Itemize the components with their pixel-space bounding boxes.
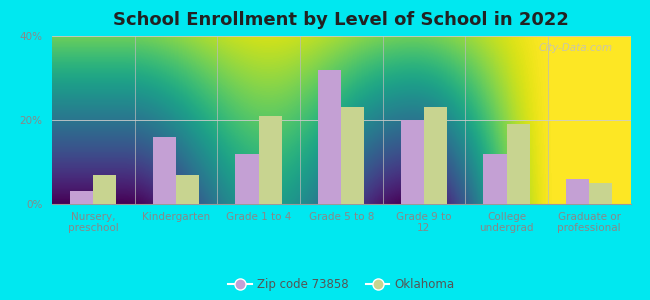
- Bar: [589, 183, 612, 204]
- Text: City-Data.com: City-Data.com: [539, 43, 613, 53]
- Legend: Zip code 73858, Oklahoma: Zip code 73858, Oklahoma: [224, 273, 459, 296]
- Bar: [153, 137, 176, 204]
- Bar: [70, 191, 94, 204]
- Bar: [176, 175, 199, 204]
- Bar: [506, 124, 530, 204]
- Title: School Enrollment by Level of School in 2022: School Enrollment by Level of School in …: [113, 11, 569, 29]
- Bar: [484, 154, 506, 204]
- Bar: [318, 70, 341, 204]
- Bar: [259, 116, 281, 204]
- Bar: [424, 107, 447, 204]
- Bar: [94, 175, 116, 204]
- Bar: [341, 107, 365, 204]
- Bar: [235, 154, 259, 204]
- Bar: [401, 120, 424, 204]
- Bar: [566, 179, 589, 204]
